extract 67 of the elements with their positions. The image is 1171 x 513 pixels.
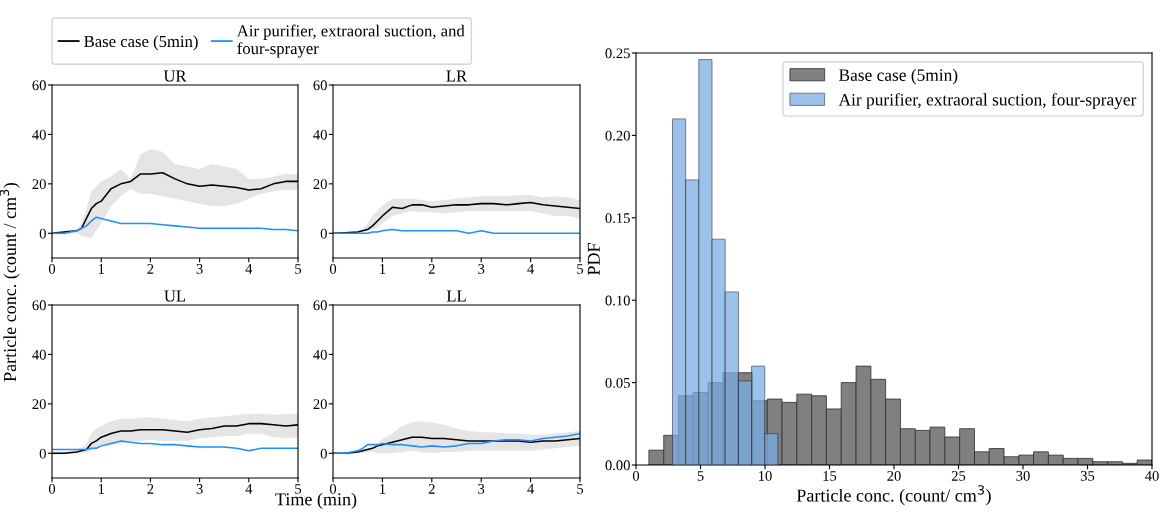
- x-tick-label: 2: [147, 484, 154, 494]
- x-tick-label: 2: [147, 264, 154, 274]
- y-tick-label: 60: [32, 80, 46, 91]
- chart-title: UR: [163, 70, 187, 82]
- y-tick-label: 40: [32, 349, 46, 360]
- y-tick-label: 0.05: [605, 377, 630, 388]
- x-tick-label: 1: [380, 264, 386, 274]
- x-tick-label: 30: [1016, 470, 1030, 481]
- chart-title: LL: [446, 290, 466, 302]
- y-tick-label: 40: [313, 129, 327, 140]
- legend-label: Base case (5min): [84, 35, 198, 51]
- x-tick-label: 5: [295, 484, 302, 494]
- legend-label: Base case (5min): [839, 68, 958, 85]
- x-tick-label: 4: [245, 484, 253, 494]
- y-tick-label: 60: [32, 300, 46, 311]
- y-tick-label: 20: [32, 179, 46, 190]
- x-axis-title: Particle conc. (count/ cm$^{3}$): [796, 485, 991, 506]
- x-tick-label: 4: [527, 484, 535, 494]
- x-tick-label: 10: [758, 470, 772, 481]
- y-tick-label: 0: [39, 448, 46, 459]
- y-tick-label: 0.15: [605, 213, 630, 224]
- y-tick-label: 20: [313, 179, 327, 190]
- x-tick-label: 0: [632, 470, 640, 481]
- x-tick-label: 3: [478, 264, 485, 274]
- y-tick-label: 0: [320, 448, 327, 459]
- legend-label: Air purifier, extraoral suction, and four-sprayer: [236, 24, 465, 58]
- x-tick-label: 2: [428, 264, 435, 274]
- x-tick-label: 35: [1080, 471, 1095, 481]
- x-tick-label: 0: [329, 263, 337, 274]
- y-tick-label: 0.00: [605, 460, 630, 471]
- x-tick-label: 4: [245, 264, 253, 274]
- x-tick-label: 3: [478, 484, 485, 494]
- y-tick-label: 0.10: [605, 295, 630, 306]
- x-tick-label: 5: [577, 484, 584, 494]
- x-tick-label: 25: [951, 471, 966, 481]
- y-tick-label: 40: [313, 349, 327, 360]
- x-tick-label: 1: [98, 264, 104, 274]
- x-tick-label: 15: [823, 471, 837, 481]
- y-tick-label: 0: [320, 228, 327, 239]
- chart-title: UL: [164, 290, 186, 302]
- y-tick-label: 0.25: [605, 48, 630, 59]
- y-axis-title: PDF: [587, 243, 600, 276]
- x-tick-label: 1: [98, 484, 104, 494]
- x-tick-label: 0: [48, 483, 56, 494]
- x-tick-label: 5: [697, 471, 704, 481]
- x-tick-label: 2: [428, 484, 435, 494]
- legend-label: Air purifier, extraoral suction, four-sprayer: [838, 93, 1137, 110]
- y-tick-label: 60: [313, 300, 327, 311]
- x-axis-title: Time (min): [275, 492, 357, 510]
- y-tick-label: 20: [313, 399, 327, 410]
- x-tick-label: 0: [48, 263, 56, 274]
- x-tick-label: 0: [329, 483, 337, 494]
- y-tick-label: 0: [39, 228, 46, 239]
- x-tick-label: 40: [1144, 470, 1159, 481]
- y-axis-title: Particle conc. (count / cm$^{3}$): [0, 183, 20, 382]
- y-tick-label: 40: [32, 129, 46, 140]
- y-tick-label: 20: [32, 399, 46, 410]
- x-tick-label: 20: [887, 470, 901, 481]
- y-tick-label: 0.20: [605, 130, 630, 141]
- x-tick-label: 4: [527, 264, 535, 274]
- x-tick-label: 3: [196, 484, 203, 494]
- x-tick-label: 1: [380, 484, 386, 494]
- chart-title: LR: [446, 70, 468, 82]
- x-tick-label: 5: [295, 264, 302, 274]
- x-tick-label: 5: [577, 264, 584, 274]
- x-tick-label: 3: [196, 264, 203, 274]
- y-tick-label: 60: [313, 80, 327, 91]
